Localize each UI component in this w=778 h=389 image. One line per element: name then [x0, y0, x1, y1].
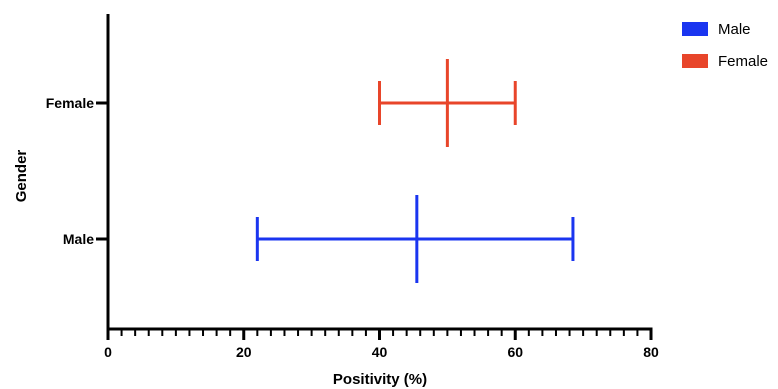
legend-label-female: Female: [718, 52, 769, 70]
y-tick-label: Female: [46, 95, 94, 111]
legend-item-female: Female: [682, 50, 768, 72]
legend-item-male: Male: [682, 18, 768, 40]
x-axis-title: Positivity (%): [333, 371, 427, 388]
x-tick-label: 40: [372, 344, 388, 360]
x-tick-label: 80: [643, 344, 659, 360]
x-tick-label: 60: [507, 344, 523, 360]
x-tick-label: 0: [104, 344, 112, 360]
legend: Male Female: [682, 18, 768, 82]
legend-swatch-male: [682, 22, 708, 36]
error-bar-male: [255, 195, 575, 283]
error-bar-female: [378, 59, 517, 147]
y-axis-title: Gender: [13, 150, 30, 203]
legend-label-male: Male: [718, 20, 751, 38]
axes: 0 20 40 60 80 Female Male: [46, 14, 659, 360]
marks: [255, 59, 575, 283]
legend-swatch-female: [682, 54, 708, 68]
y-tick-label: Male: [63, 231, 94, 247]
x-tick-label: 20: [236, 344, 252, 360]
